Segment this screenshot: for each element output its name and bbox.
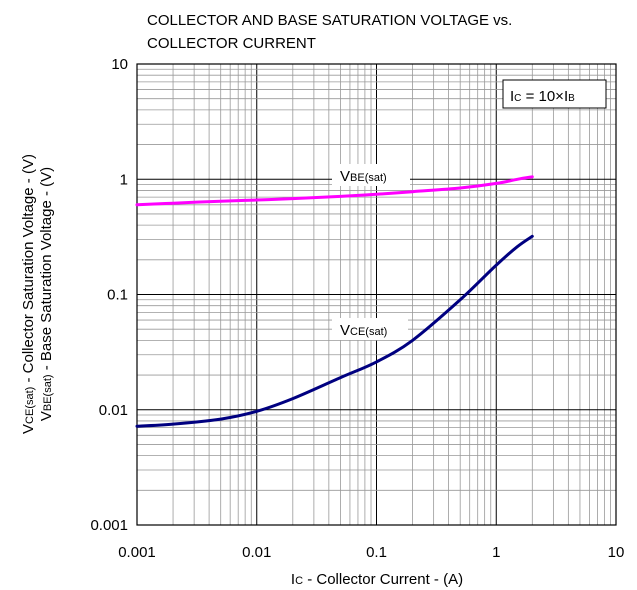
x-tick-label: 0.001 [118, 544, 156, 561]
legend-box: IC = 10×IB [502, 79, 607, 109]
x-tick-label: 0.01 [242, 544, 271, 561]
series-line-vbe-sat [135, 175, 534, 207]
grid [137, 64, 616, 525]
x-tick-label: 0.1 [366, 544, 387, 561]
series-label-vce: VCE(sat) [332, 318, 408, 340]
x-tick-label: 10 [608, 544, 625, 561]
y-tick-label: 0.001 [90, 517, 128, 534]
series-line-vce-sat [135, 234, 534, 428]
chart-title-line-2: COLLECTOR CURRENT [147, 35, 316, 52]
y-axis-label-line-1: VCE(sat) - Collector Saturation Voltage … [20, 154, 37, 434]
legend-box-text: IC = 10×IB [510, 88, 575, 105]
series-label-vbe: VBE(sat) [332, 164, 410, 186]
legend-box-frame [502, 79, 607, 109]
y-tick-label: 10 [111, 56, 128, 73]
y-axis-label: VCE(sat) - Collector Saturation Voltage … [20, 154, 55, 434]
y-tick-label: 1 [120, 171, 128, 188]
plot-frame [136, 63, 617, 526]
series-label-vce-text: VCE(sat) [340, 322, 387, 339]
y-tick-label: 0.01 [99, 402, 128, 419]
y-tick-label: 0.1 [107, 287, 128, 304]
x-tick-labels: 0.001 0.01 0.1 1 10 [118, 544, 624, 561]
chart-title: COLLECTOR AND BASE SATURATION VOLTAGE vs… [147, 12, 512, 52]
series-label-vbe-bg [332, 164, 410, 186]
chart-title-line-1: COLLECTOR AND BASE SATURATION VOLTAGE vs… [147, 12, 512, 29]
series-lines [135, 175, 534, 428]
y-axis-label-line-2: VBE(sat) - Base Saturation Voltage - (V) [38, 167, 55, 421]
series-label-vce-bg [332, 318, 408, 340]
series-label-vbe-text: VBE(sat) [340, 168, 387, 185]
x-axis-label: IC - Collector Current - (A) [291, 571, 463, 588]
y-tick-labels: 0.001 0.01 0.1 1 10 [90, 56, 128, 534]
x-tick-label: 1 [492, 544, 500, 561]
